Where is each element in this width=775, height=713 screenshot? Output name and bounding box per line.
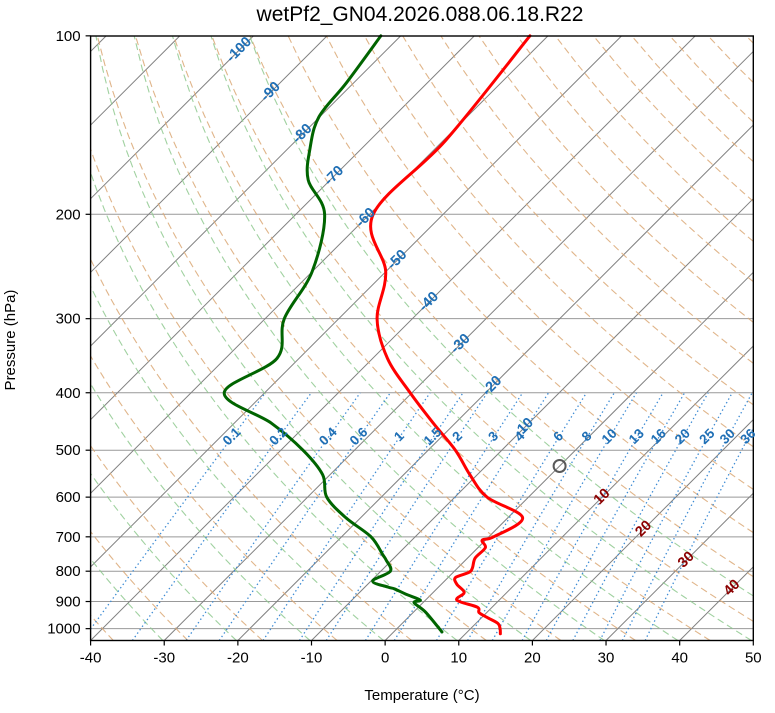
svg-text:Temperature (°C): Temperature (°C) [364,687,479,704]
svg-text:1000: 1000 [47,621,80,638]
svg-text:40: 40 [671,650,688,667]
svg-text:-30: -30 [153,650,175,667]
svg-text:900: 900 [56,594,81,611]
svg-text:100: 100 [56,28,81,45]
svg-text:wetPf2_GN04.2026.088.06.18.R22: wetPf2_GN04.2026.088.06.18.R22 [256,3,584,26]
svg-text:400: 400 [56,385,81,402]
svg-text:-20: -20 [227,650,249,667]
svg-text:600: 600 [56,489,81,506]
svg-text:-40: -40 [80,650,102,667]
svg-text:10: 10 [450,650,467,667]
svg-text:50: 50 [745,650,762,667]
svg-text:700: 700 [56,529,81,546]
svg-text:20: 20 [524,650,541,667]
svg-text:-10: -10 [301,650,323,667]
svg-text:200: 200 [56,206,81,223]
svg-text:500: 500 [56,442,81,459]
svg-text:0: 0 [381,650,389,667]
svg-text:800: 800 [56,563,81,580]
svg-text:Pressure (hPa): Pressure (hPa) [2,290,19,391]
svg-text:300: 300 [56,311,81,328]
svg-text:30: 30 [598,650,615,667]
